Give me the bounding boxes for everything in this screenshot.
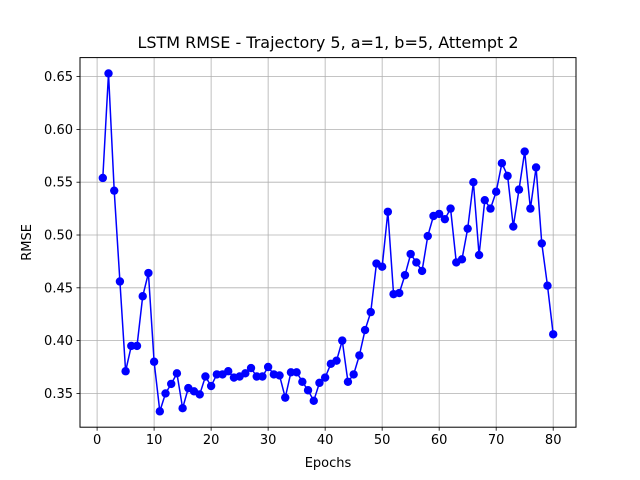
data-point	[509, 222, 518, 231]
y-tick-label: 0.35	[44, 387, 73, 402]
data-point	[491, 187, 501, 196]
data-point	[395, 288, 404, 298]
data-point	[110, 186, 119, 195]
data-point	[298, 377, 307, 386]
y-tick-label: 0.45	[44, 281, 73, 296]
y-tick-label: 0.65	[44, 70, 73, 85]
data-point	[121, 367, 130, 376]
data-point	[406, 249, 415, 259]
data-point	[486, 204, 495, 213]
x-axis: 0 10 20 30 40 50 60 70 80	[93, 427, 562, 448]
data-point	[423, 231, 432, 241]
x-tick-label: 10	[146, 433, 163, 448]
x-tick-label: 80	[545, 433, 562, 448]
data-point	[537, 239, 546, 248]
series-line	[102, 72, 554, 413]
data-point	[366, 307, 375, 317]
chart-title: LSTM RMSE - Trajectory 5, a=1, b=5, Atte…	[137, 33, 518, 52]
data-point	[531, 163, 541, 172]
data-point	[343, 377, 353, 386]
data-point	[292, 368, 301, 377]
x-axis-title: Epochs	[305, 456, 352, 471]
data-point	[503, 171, 512, 181]
data-point	[98, 173, 108, 183]
data-point	[206, 381, 216, 391]
data-point	[263, 362, 273, 372]
data-point	[463, 224, 472, 233]
data-point	[412, 258, 421, 267]
data-point	[526, 204, 535, 213]
data-point	[440, 214, 450, 224]
data-point	[315, 378, 324, 388]
data-point	[480, 195, 489, 205]
x-tick-label: 30	[260, 433, 277, 448]
data-point	[281, 393, 290, 402]
data-point	[172, 369, 182, 378]
data-point	[224, 367, 233, 376]
x-tick-label: 70	[488, 433, 505, 448]
y-axis: 0.35 0.40 0.45 0.50 0.55 0.60 0.65	[44, 70, 80, 402]
data-point	[355, 351, 364, 360]
x-tick-label: 0	[93, 433, 101, 448]
data-point	[497, 159, 507, 168]
y-axis-title: RMSE	[20, 224, 35, 261]
data-point	[258, 372, 267, 381]
data-point	[383, 207, 393, 216]
x-tick-label: 60	[431, 433, 448, 448]
data-point	[377, 262, 387, 271]
data-point	[309, 396, 318, 405]
data-point	[178, 403, 187, 413]
data-point	[138, 292, 147, 301]
data-point	[474, 250, 484, 260]
data-point	[303, 386, 313, 395]
data-point	[434, 209, 444, 219]
series-line-group	[98, 69, 558, 416]
data-point	[417, 266, 427, 276]
grid	[80, 57, 576, 428]
data-point	[149, 357, 159, 366]
data-point	[332, 356, 341, 365]
data-point	[338, 336, 347, 345]
y-tick-label: 0.40	[44, 334, 73, 349]
data-point	[275, 371, 284, 380]
data-point	[446, 204, 455, 213]
data-point	[360, 325, 370, 335]
data-point	[161, 389, 170, 398]
data-point	[349, 370, 358, 379]
data-point	[155, 407, 165, 416]
data-point	[195, 390, 204, 399]
y-tick-label: 0.50	[44, 229, 73, 244]
plot-frame	[79, 57, 577, 428]
data-point	[320, 373, 330, 382]
x-tick-label: 50	[374, 433, 391, 448]
x-tick-label: 40	[317, 433, 334, 448]
data-point	[144, 268, 153, 278]
data-point	[241, 369, 250, 378]
data-point	[115, 277, 125, 286]
y-tick-label: 0.55	[44, 176, 73, 191]
data-point	[514, 185, 524, 194]
data-point	[132, 341, 142, 351]
data-point	[201, 372, 210, 381]
data-point	[549, 330, 558, 339]
data-point	[469, 178, 478, 187]
y-tick-label: 0.60	[44, 123, 73, 138]
data-point	[520, 147, 529, 156]
x-tick-label: 20	[203, 433, 220, 448]
data-point	[167, 379, 176, 389]
data-point	[543, 281, 552, 290]
data-point	[246, 363, 256, 373]
data-point	[457, 255, 467, 264]
data-point	[400, 270, 410, 280]
data-point	[104, 69, 113, 78]
